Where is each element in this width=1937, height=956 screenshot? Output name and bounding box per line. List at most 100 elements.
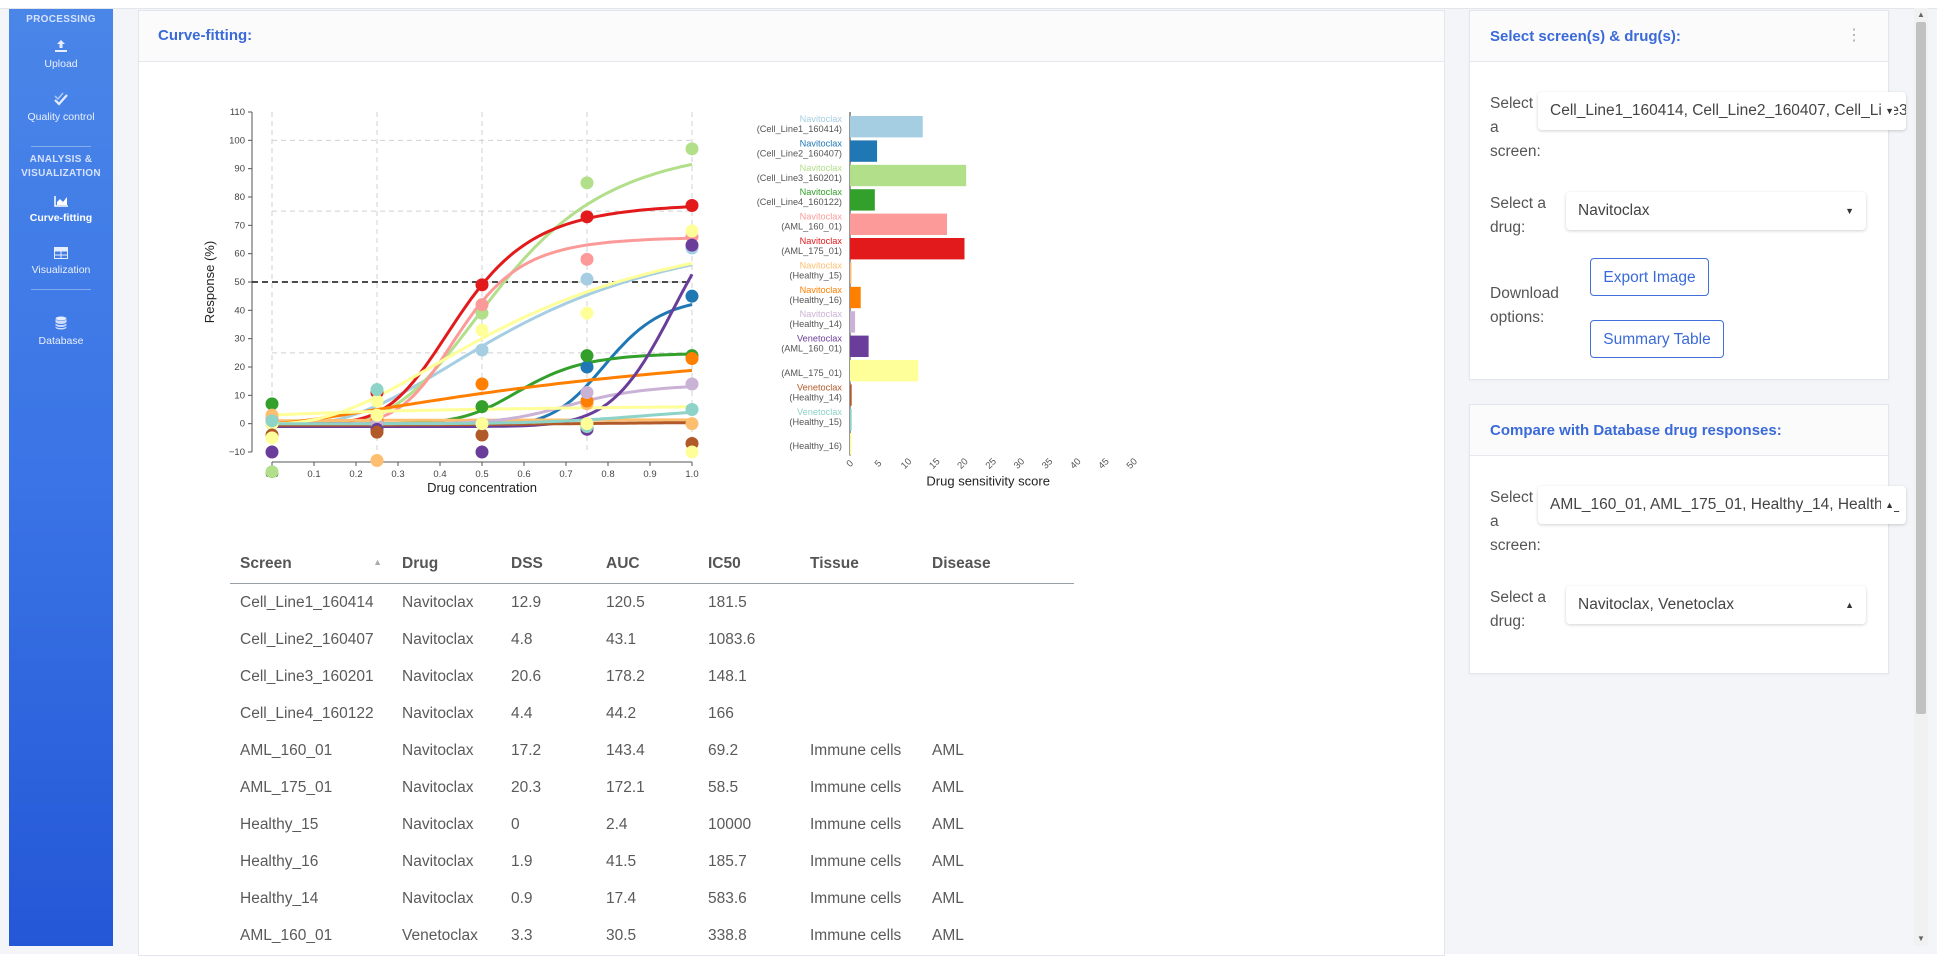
bar-drug-label: Venetoclax <box>797 407 842 417</box>
table-row: Cell_Line1_160414 Navitoclax 12.9 120.5 181.… <box>230 584 1074 622</box>
bar-drug-label: Navitoclax <box>800 285 843 295</box>
sidebar-item-upload[interactable]: Upload <box>9 39 113 70</box>
column-header-screen[interactable]: Screen ▲ <box>230 545 392 584</box>
data-point <box>685 377 699 391</box>
data-point <box>265 414 279 428</box>
table-cell-disease <box>922 621 1074 658</box>
dss-bar <box>850 311 856 333</box>
table-cell-drug: Navitoclax <box>402 741 474 759</box>
y-tick-label: 80 <box>234 192 245 203</box>
column-header-drug[interactable]: Drug <box>392 545 501 584</box>
table-cell-drug: Navitoclax <box>402 667 474 685</box>
sidebar-item-database[interactable]: Database <box>9 316 113 347</box>
table-cell-disease: AML <box>932 926 964 944</box>
sidebar-item-curve-fitting[interactable]: Curve-fitting <box>9 195 113 224</box>
table-cell-tissue: Immune cells <box>810 889 902 907</box>
y-tick-label: 10 <box>234 390 245 401</box>
x-tick-label: 50 <box>1125 456 1140 471</box>
data-point <box>580 417 594 431</box>
data-point <box>580 306 594 320</box>
data-point <box>475 417 489 431</box>
data-point <box>685 142 699 156</box>
bar-screen-label: (Healthy_16) <box>789 441 842 451</box>
table-cell-auc: 143.4 <box>606 741 645 759</box>
dss-bar <box>850 408 852 431</box>
y-tick-label: 30 <box>234 334 245 345</box>
table-cell-ic50: 10000 <box>708 815 752 833</box>
x-tick-label: 40 <box>1068 456 1083 471</box>
compare-database-panel: Compare with Database drug responses: <box>1469 404 1889 674</box>
drug-select[interactable]: Navitoclax ▼ <box>1566 192 1866 230</box>
data-point <box>265 465 279 479</box>
data-point <box>475 377 489 391</box>
bar-screen-label: (Healthy_14) <box>789 319 842 329</box>
scrollbar-thumb[interactable] <box>1916 22 1926 714</box>
sidebar-item-label: Curve-fitting <box>29 212 93 224</box>
table-cell-ic50: 69.2 <box>708 741 739 759</box>
column-header-auc[interactable]: AUC <box>596 545 698 584</box>
table-cell-auc: 44.2 <box>606 704 637 722</box>
compare-screen-select[interactable]: AML_160_01, AML_175_01, Healthy_14, Heal… <box>1538 486 1906 524</box>
y-tick-label: 0 <box>240 419 245 430</box>
data-point <box>265 397 279 411</box>
table-cell-tissue: Immune cells <box>810 778 902 796</box>
column-header-disease[interactable]: Disease <box>922 545 1074 584</box>
column-header-ic50[interactable]: IC50 <box>698 545 800 584</box>
screen-select[interactable]: Cell_Line1_160414, Cell_Line2_160407, Ce… <box>1538 92 1906 130</box>
table-cell-ic50: 1083.6 <box>708 630 756 648</box>
column-header-dss[interactable]: DSS <box>501 545 596 584</box>
sidebar-heading-processing: PROCESSING <box>26 14 96 25</box>
table-cell-disease: AML <box>932 889 964 907</box>
table-cell-screen: AML_160_01 <box>240 741 333 759</box>
sidebar-item-visualization[interactable]: Visualization <box>9 247 113 276</box>
download-options-label: Download options: <box>1490 285 1559 326</box>
more-options-icon[interactable]: ⋮ <box>1846 27 1862 44</box>
data-point <box>685 224 699 238</box>
chevron-up-icon: ▲ <box>1881 486 1894 524</box>
dss-bar <box>850 262 852 284</box>
dss-bar <box>850 213 948 235</box>
y-tick-label: 90 <box>234 164 245 175</box>
data-point <box>580 360 594 374</box>
x-tick-label: 1.0 <box>685 469 698 480</box>
table-cell-screen: Healthy_14 <box>240 889 319 907</box>
sidebar-item-label: Visualization <box>31 264 91 276</box>
dss-bar <box>850 238 965 260</box>
export-image-button[interactable]: Export Image <box>1590 258 1709 296</box>
table-cell-ic50: 58.5 <box>708 778 739 796</box>
x-tick-label: 0.8 <box>601 469 614 480</box>
sidebar-item-label: Quality control <box>27 111 95 123</box>
table-cell-ic50: 583.6 <box>708 889 747 907</box>
data-point <box>685 199 699 212</box>
scroll-down-arrow[interactable]: ▼ <box>1917 934 1925 943</box>
panel-header: Select screen(s) & drug(s): ⋮ <box>1470 11 1888 62</box>
bar-screen-label: (Cell_Line2_160407) <box>757 148 842 158</box>
data-point <box>685 352 699 365</box>
summary-table-button[interactable]: Summary Table <box>1590 320 1724 358</box>
table-cell-tissue <box>800 658 922 695</box>
panel-title: Compare with Database drug responses: <box>1490 422 1782 439</box>
table-cell-dss: 0 <box>511 815 520 833</box>
table-cell-auc: 2.4 <box>606 815 628 833</box>
select-drug-label: Select a drug: <box>1490 195 1547 236</box>
data-point <box>580 176 594 190</box>
column-header-tissue[interactable]: Tissue <box>800 545 922 584</box>
sidebar-item-quality-control[interactable]: Quality control <box>9 92 113 123</box>
compare-drug-select[interactable]: Navitoclax, Venetoclax ▲ <box>1566 586 1866 624</box>
x-tick-label: 10 <box>899 456 914 471</box>
x-tick-label: 0.9 <box>643 469 656 480</box>
chevron-down-icon: ▼ <box>1881 92 1894 130</box>
bar-drug-label: Navitoclax <box>800 236 843 246</box>
table-cell-tissue: Immune cells <box>810 741 902 759</box>
scroll-up-arrow[interactable]: ▲ <box>1917 10 1925 19</box>
data-point <box>580 210 594 224</box>
data-point <box>580 272 594 286</box>
sidebar-divider <box>31 146 91 147</box>
y-tick-label: 100 <box>229 135 245 146</box>
curve-fitting-panel <box>138 10 1445 956</box>
dss-bar <box>850 360 919 382</box>
table-cell-dss: 0.9 <box>511 889 533 907</box>
sort-icon[interactable]: ▲ <box>373 557 382 567</box>
bar-screen-label: (Cell_Line1_160414) <box>757 124 842 134</box>
bar-screen-label: (Healthy_14) <box>789 392 842 402</box>
